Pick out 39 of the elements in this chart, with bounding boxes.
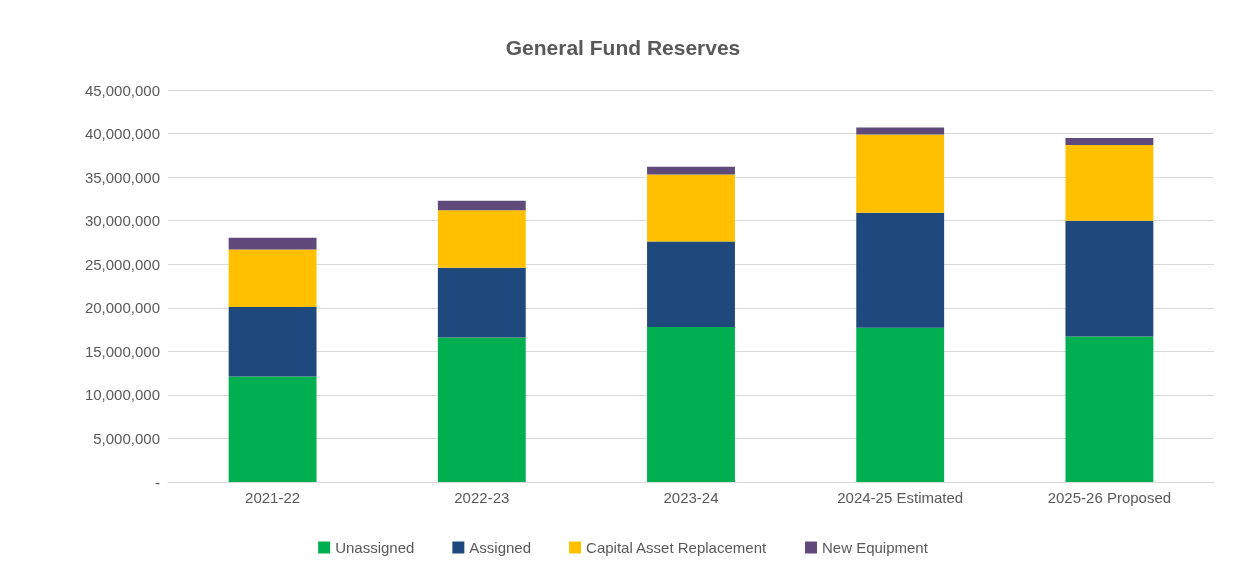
bar — [647, 241, 735, 327]
bar — [856, 127, 945, 135]
chart-title: General Fund Reserves — [505, 36, 741, 59]
bar — [1065, 336, 1154, 482]
x-tick-label: 2023-24 — [663, 489, 719, 506]
y-tick-label: 15,000,000 — [84, 342, 160, 360]
bar — [856, 212, 945, 328]
y-tick-label: 5,000,000 — [93, 429, 160, 447]
y-tick-label: 30,000,000 — [84, 212, 160, 230]
y-tick-label: 10,000,000 — [84, 386, 160, 404]
bar — [228, 249, 317, 307]
legend-label: Assigned — [469, 539, 532, 556]
bar — [437, 200, 526, 211]
x-tick-label: 2022-23 — [454, 489, 510, 506]
bar — [647, 326, 735, 482]
bar — [437, 337, 526, 482]
bar — [228, 306, 317, 377]
legend-label: Capital Asset Replacement — [586, 539, 767, 556]
legend-label: Unassigned — [335, 539, 415, 556]
y-tick-label: 45,000,000 — [84, 81, 160, 99]
bar — [647, 174, 735, 242]
x-tick-label: 2024-25 Estimated — [837, 489, 964, 506]
y-tick-label: 20,000,000 — [84, 299, 160, 317]
bar — [228, 376, 317, 482]
bar — [437, 267, 526, 338]
y-tick-label: 40,000,000 — [84, 125, 160, 143]
legend-label: New Equipment — [821, 539, 929, 556]
bar — [1065, 144, 1154, 221]
y-tick-label: 25,000,000 — [84, 255, 160, 273]
bar — [856, 134, 945, 213]
bar — [856, 327, 945, 482]
x-tick-label: 2025-26 Proposed — [1047, 489, 1172, 506]
y-tick-label: - — [155, 473, 160, 491]
bar — [228, 237, 317, 250]
y-tick-label: 35,000,000 — [84, 168, 160, 186]
bar — [1065, 137, 1154, 145]
x-tick-label: 2021-22 — [245, 489, 301, 506]
bar — [437, 210, 526, 268]
bar — [1065, 220, 1154, 337]
